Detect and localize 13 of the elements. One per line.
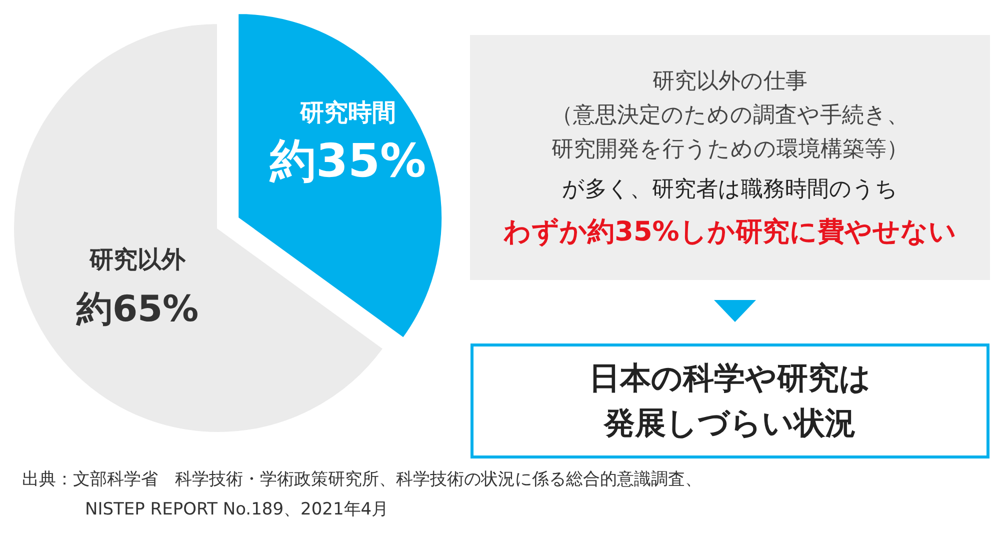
text: 研究開発を行うための環境構築等） [552,137,908,162]
text: 日本の科学や研究は [589,360,871,396]
text: （意思決定のための調査や手続き、 [551,103,909,128]
source-note: 出典：文部科学省 科学技術・学術政策研究所、科学技術の状況に係る総合的意識調査、 [22,470,702,490]
slice-label: 研究以外 [88,246,187,274]
text: わずか約35%しか研究に費やせない [502,216,956,248]
text: 発展しづらい状況 [603,405,856,442]
text: 研究以外の仕事 [652,69,808,94]
slice-label: 研究時間 [299,98,396,126]
data-label: 約35% [269,133,426,188]
data-label: 約65% [75,289,199,330]
text: が多く、研究者は職務時間のうち [562,177,898,202]
text: NISTEP REPORT No.189、2021年4月 [85,500,389,520]
